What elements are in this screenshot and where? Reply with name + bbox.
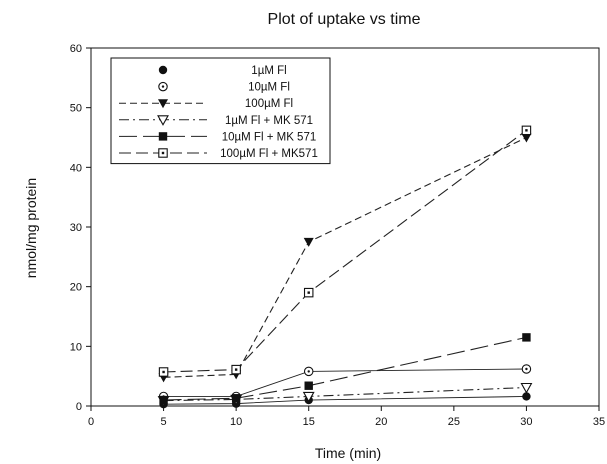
legend-label: 10µM Fl + MK 571	[222, 131, 317, 143]
x-tick-label: 5	[161, 416, 167, 428]
legend-entry: 1µM Fl + MK 571	[119, 115, 313, 127]
data-point-series-4	[302, 391, 315, 403]
legend-label: 1µM Fl	[251, 65, 286, 77]
data-point-series-5	[159, 395, 168, 405]
data-point-series-5	[231, 394, 241, 403]
legend: 1µM Fl 10µM Fl 100µM Fl 1µM Fl + MK 571 10µM…	[110, 57, 331, 165]
y-tick-label: 20	[70, 282, 82, 294]
chart-title: Plot of uptake vs time	[268, 11, 421, 28]
y-tick-label: 50	[70, 103, 82, 115]
y-tick-label: 30	[70, 222, 82, 234]
series-lines	[163, 129, 527, 405]
y-tick-label: 10	[70, 341, 82, 353]
data-point-series-2	[303, 366, 314, 377]
legend-label: 1µM Fl + MK 571	[225, 115, 313, 127]
y-tick-label: 60	[70, 43, 82, 55]
data-point-series-6	[521, 125, 532, 136]
legend-marker	[158, 81, 168, 92]
data-point-series-1	[522, 392, 531, 401]
series-line-3	[163, 137, 527, 378]
legend-entry: 100µM Fl + MK571	[119, 148, 318, 160]
data-point-series-5	[522, 333, 531, 342]
legend-entry: 10µM Fl	[158, 81, 290, 94]
legend-entry: 100µM Fl	[119, 98, 293, 110]
y-tick-label: 0	[76, 401, 82, 413]
data-point-series-6	[303, 287, 314, 298]
x-tick-label: 20	[375, 416, 387, 428]
data-point-series-5	[304, 381, 313, 390]
legend-label: 10µM Fl	[248, 82, 290, 94]
y-axis-title: nmol/mg protein	[23, 178, 39, 278]
legend-entry: 1µM Fl	[158, 65, 287, 77]
x-axis-title: Time (min)	[315, 445, 381, 461]
series-markers	[157, 125, 533, 409]
legend-marker	[157, 115, 169, 126]
x-tick-label: 25	[448, 416, 460, 428]
series-line-4	[163, 386, 527, 402]
x-tick-label: 35	[593, 416, 605, 428]
legend-entry: 10µM Fl + MK 571	[119, 131, 316, 143]
y-tick-label: 40	[70, 162, 82, 174]
legend-marker	[158, 99, 168, 109]
series-line-2	[163, 368, 527, 397]
legend-label: 100µM Fl	[245, 98, 293, 110]
axes: 0 5 10 15 20 25 30 35 0 10 20 30 40 50 60	[70, 43, 605, 428]
legend-marker	[158, 148, 168, 158]
x-tick-label: 10	[230, 416, 242, 428]
x-tick-label: 15	[303, 416, 315, 428]
legend-label: 100µM Fl + MK571	[220, 148, 318, 160]
data-point-series-6	[231, 364, 241, 375]
series-line-1	[163, 396, 527, 405]
data-point-series-6	[158, 367, 169, 377]
legend-marker	[158, 132, 168, 141]
data-point-series-3	[521, 133, 532, 143]
x-tick-label: 0	[88, 416, 94, 428]
data-point-series-3	[303, 237, 314, 247]
x-tick-label: 30	[520, 416, 532, 428]
series-line-5	[163, 336, 527, 401]
legend-marker	[158, 65, 168, 75]
data-point-series-4	[520, 382, 533, 394]
legend-box	[110, 57, 331, 165]
series-line-6	[163, 129, 527, 373]
data-point-series-2	[521, 364, 532, 374]
